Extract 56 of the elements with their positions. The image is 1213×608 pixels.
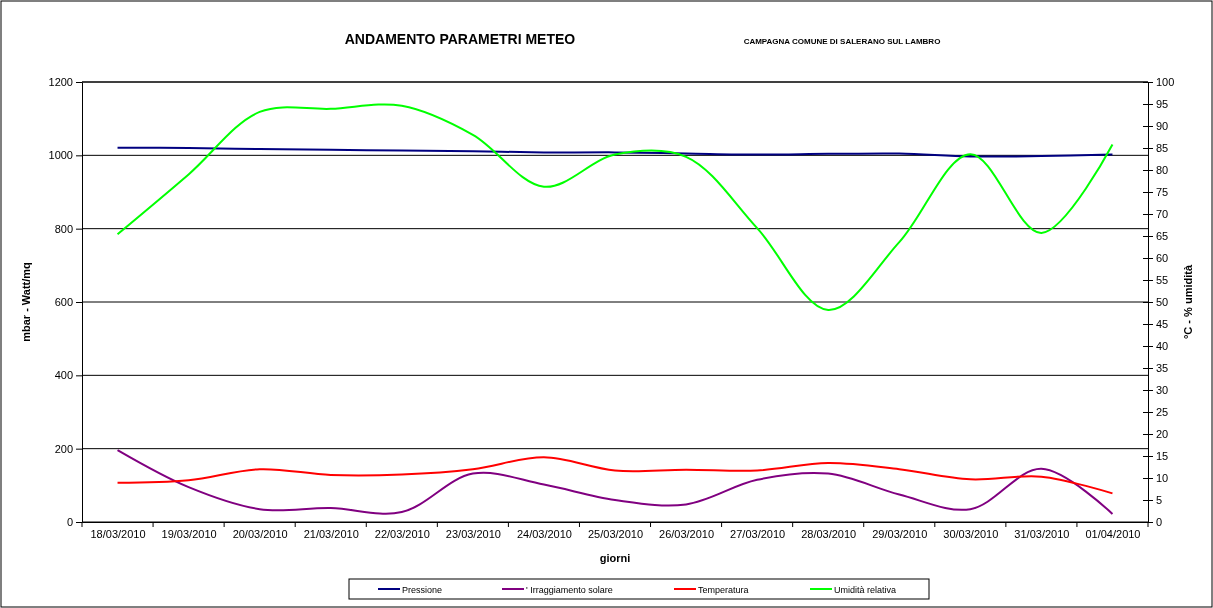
y2-tick-label: 25	[1156, 406, 1169, 419]
x-tick-label: 21/03/2010	[303, 527, 359, 540]
legend-label: ' Irraggiamento solare	[526, 585, 613, 595]
y2-tick-label: 75	[1156, 186, 1169, 199]
y-tick-label: 0	[66, 516, 73, 529]
x-tick-label: 22/03/2010	[374, 527, 430, 540]
y2-tick-label: 85	[1156, 142, 1169, 155]
x-tick-label: 20/03/2010	[232, 527, 288, 540]
y-tick-label: 200	[54, 442, 73, 455]
legend-label: Temperatura	[698, 585, 749, 595]
x-tick-label: 19/03/2010	[161, 527, 217, 540]
x-tick-label: 25/03/2010	[587, 527, 644, 540]
line-series	[116, 146, 1114, 158]
y2-tick-label: 95	[1156, 98, 1169, 111]
x-tick-label: 28/03/2010	[801, 527, 857, 540]
y2-tick-label: 20	[1156, 428, 1169, 441]
y-tick-label: 800	[54, 222, 73, 235]
y2-tick-label: 100	[1156, 76, 1175, 89]
y-axis-title: mbar - Watt/mq	[20, 262, 32, 342]
chart-title: ANDAMENTO PARAMETRI METEO	[344, 31, 576, 47]
y2-tick-label: 45	[1156, 318, 1169, 331]
line-series	[116, 103, 1114, 311]
y2-tick-label: 90	[1156, 120, 1169, 133]
line-series	[116, 456, 1114, 495]
x-tick-label: 18/03/2010	[90, 527, 146, 540]
x-tick-label: 27/03/2010	[730, 527, 786, 540]
x-tick-label: 29/03/2010	[872, 527, 928, 540]
y2-tick-label: 30	[1156, 384, 1169, 397]
legend-label: Umidità relativa	[834, 585, 897, 595]
y2-tick-label: 60	[1156, 252, 1169, 265]
x-tick-label: 26/03/2010	[659, 527, 715, 540]
y2-tick-label: 50	[1156, 296, 1169, 309]
legend-label: Pressione	[402, 585, 443, 595]
y2-tick-label: 70	[1156, 208, 1169, 221]
chart-subtitle: CAMPAGNA COMUNE DI SALERANO SUL LAMBRO	[743, 37, 941, 46]
x-tick-label: 31/03/2010	[1014, 527, 1070, 540]
y2-tick-label: 80	[1156, 164, 1169, 177]
x-tick-label: 30/03/2010	[943, 527, 999, 540]
y2-tick-label: 0	[1156, 516, 1163, 529]
y-tick-label: 400	[54, 369, 73, 382]
y-tick-label: 1200	[48, 76, 73, 89]
x-tick-label: 01/04/2010	[1085, 527, 1141, 540]
x-tick-label: 23/03/2010	[445, 527, 501, 540]
y2-tick-label: 40	[1156, 340, 1169, 353]
y2-tick-label: 35	[1156, 362, 1169, 375]
y2-tick-label: 65	[1156, 230, 1169, 243]
y2-axis-title: °C - % umidità	[1182, 264, 1194, 340]
y2-tick-label: 55	[1156, 274, 1169, 287]
y-tick-label: 1000	[48, 149, 73, 162]
y-tick-label: 600	[54, 296, 73, 309]
y2-tick-label: 5	[1156, 494, 1163, 507]
y2-tick-label: 15	[1156, 450, 1169, 463]
x-axis-title: giorni	[599, 552, 631, 564]
line-series	[116, 449, 1114, 515]
x-tick-label: 24/03/2010	[516, 527, 572, 540]
y2-tick-label: 10	[1156, 472, 1169, 485]
